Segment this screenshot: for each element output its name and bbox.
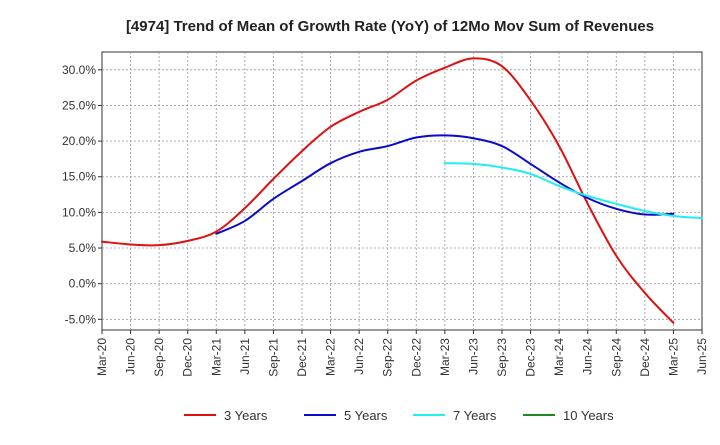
- plot-frame: [101, 51, 703, 331]
- y-tick-label: 30.0%: [62, 63, 96, 77]
- y-tick-label: 10.0%: [62, 205, 96, 219]
- x-tick-label: Mar-25: [666, 338, 680, 376]
- x-tick-label: Mar-22: [324, 338, 338, 376]
- x-tick-label: Mar-20: [95, 338, 109, 376]
- x-tick-label: Sep-22: [381, 338, 395, 377]
- x-tick-label: Jun-21: [238, 338, 252, 375]
- x-tick-label: Dec-20: [181, 338, 195, 377]
- legend: 3 Years 5 Years 7 Years 10 Years: [184, 408, 614, 423]
- series-line-7-years: [443, 162, 703, 220]
- x-tick-label: Dec-24: [638, 338, 652, 377]
- x-tick-label: Dec-21: [295, 338, 309, 377]
- x-tick-label: Mar-21: [209, 338, 223, 376]
- x-tick-label: Mar-24: [552, 338, 566, 376]
- x-tick-label: Jun-25: [695, 338, 709, 375]
- y-tick-label: 20.0%: [62, 134, 96, 148]
- series-line-3-years: [101, 57, 675, 324]
- x-tick-label: Jun-23: [466, 338, 480, 375]
- x-tick-label: Mar-23: [438, 338, 452, 376]
- x-tick-label: Dec-23: [524, 338, 538, 377]
- y-tick-label: 0.0%: [69, 277, 97, 291]
- x-tick-label: Sep-24: [609, 338, 623, 377]
- legend-label-7-years: 7 Years: [453, 408, 497, 423]
- chart-title: [4974] Trend of Mean of Growth Rate (YoY…: [126, 18, 654, 35]
- x-tick-label: Dec-22: [409, 338, 423, 377]
- y-tick-label: -5.0%: [65, 312, 97, 326]
- legend-label-5-years: 5 Years: [344, 408, 388, 423]
- y-tick-label: 25.0%: [62, 98, 96, 112]
- x-tick-label: Sep-20: [152, 338, 166, 377]
- y-tick-label: 15.0%: [62, 170, 96, 184]
- plot-area: Mar-20 Jun-20 Sep-20 Dec-20 Mar-21 Jun-21 Sep-…: [62, 51, 709, 377]
- series-line-5-years: [215, 134, 675, 235]
- legend-label-10-years: 10 Years: [563, 408, 614, 423]
- x-tick-label: Sep-23: [495, 338, 509, 377]
- x-tick-label: Sep-21: [266, 338, 280, 377]
- x-tick-label: Jun-22: [352, 338, 366, 375]
- x-tick-label: Jun-24: [581, 338, 595, 375]
- legend-label-3-years: 3 Years: [224, 408, 268, 423]
- x-tick-label: Jun-20: [124, 338, 138, 375]
- y-tick-label: 5.0%: [69, 241, 97, 255]
